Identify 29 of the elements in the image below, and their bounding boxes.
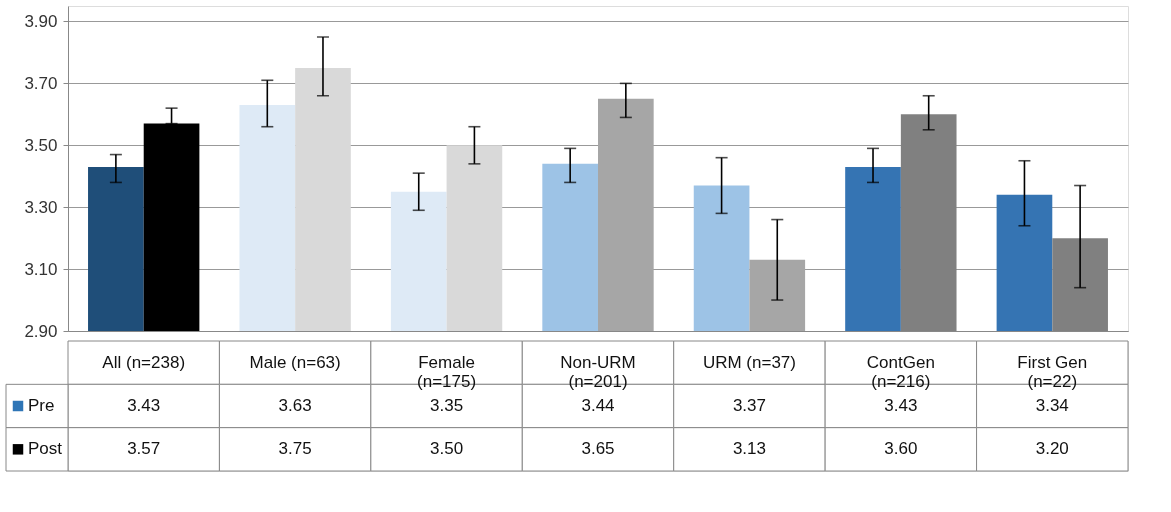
data-label: 3.65 xyxy=(581,439,615,459)
x-tick-label: Female (n=175) xyxy=(417,352,477,391)
y-tick-label: 3.10 xyxy=(24,259,58,279)
data-label: 3.44 xyxy=(581,396,615,415)
x-tick-label: Male (n=63) xyxy=(249,352,341,372)
data-label: 3.57 xyxy=(127,439,161,459)
legend-label: Post xyxy=(28,439,63,459)
data-label: 3.43 xyxy=(127,396,161,415)
y-tick-label: 3.50 xyxy=(24,135,58,155)
y-tick-label: 3.70 xyxy=(24,73,58,93)
data-label: 3.35 xyxy=(430,396,464,415)
data-label: 3.50 xyxy=(430,439,464,459)
data-label: 3.13 xyxy=(732,439,766,459)
y-tick-label: 3.90 xyxy=(24,11,58,31)
x-tick-label: ContGen (n=216) xyxy=(866,352,935,391)
legend-label: Pre xyxy=(28,396,55,415)
y-tick-label: 3.30 xyxy=(24,197,58,217)
data-label: 3.43 xyxy=(884,396,918,415)
data-label: 3.75 xyxy=(278,439,312,459)
x-tick-label: Non-URM (n=201) xyxy=(560,352,636,391)
y-tick-label: 2.90 xyxy=(24,321,58,341)
data-label: 3.20 xyxy=(1035,439,1069,459)
x-tick-label: All (n=238) xyxy=(102,352,186,372)
data-label: 3.37 xyxy=(732,396,766,415)
x-tick-label: URM (n=37) xyxy=(702,352,796,372)
x-tick-label: First Gen (n=22) xyxy=(1017,352,1088,391)
data-label: 3.34 xyxy=(1035,396,1069,415)
data-label: 3.60 xyxy=(884,439,918,459)
data-label: 3.63 xyxy=(278,396,312,415)
